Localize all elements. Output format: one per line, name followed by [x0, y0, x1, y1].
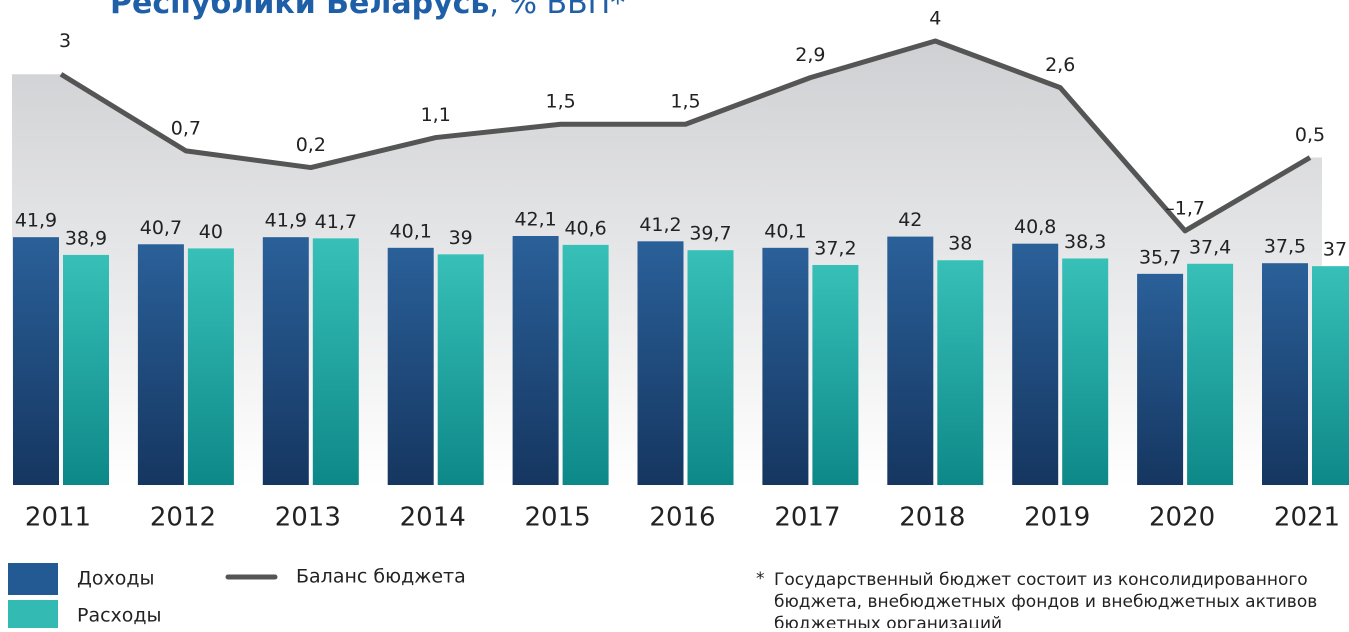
bar-value-label: 39 [449, 227, 473, 249]
x-tick-label: 2021 [1274, 503, 1340, 533]
bar [437, 254, 484, 485]
bar [1137, 273, 1184, 485]
line-value-label: 1,5 [670, 91, 700, 113]
bar-value-label: 40,1 [764, 220, 806, 242]
bar [262, 237, 309, 485]
line-value-label: –1,7 [1165, 197, 1205, 219]
bar [512, 235, 559, 485]
line-value-label: 1,1 [421, 104, 451, 126]
legend-label: Доходы [77, 568, 154, 590]
bar-value-label: 40,7 [140, 217, 182, 239]
bar [63, 254, 109, 485]
bar-value-label: 37,5 [1264, 236, 1306, 258]
bar [937, 260, 984, 485]
line-value-label: 1,5 [545, 91, 575, 113]
bar [187, 248, 234, 485]
bar-value-label: 37,4 [1189, 236, 1231, 258]
bar-value-label: 41,7 [315, 211, 357, 233]
x-tick-label: 2014 [400, 503, 466, 533]
bar-value-label: 40,8 [1014, 216, 1056, 238]
bar [762, 247, 809, 485]
bar-value-label: 37,2 [814, 237, 856, 259]
line-value-label: 2,9 [795, 44, 825, 66]
legend-label: Расходы [77, 605, 162, 627]
bar [1312, 266, 1349, 485]
x-tick-label: 2017 [774, 503, 840, 533]
bar [562, 244, 609, 485]
bar-value-label: 41,2 [639, 214, 681, 236]
bar [13, 237, 59, 485]
bar-value-label: 42,1 [514, 208, 556, 230]
bar-value-label: 38,3 [1064, 231, 1106, 253]
bar-value-label: 40,1 [390, 220, 432, 242]
title-suffix: , % ВВП* [489, 0, 625, 21]
x-tick-label: 2015 [525, 503, 591, 533]
x-tick-label: 2012 [150, 503, 216, 533]
bar [137, 244, 184, 485]
x-tick-label: 2018 [899, 503, 965, 533]
x-tick-label: 2016 [649, 503, 715, 533]
bar-value-label: 41,9 [15, 210, 57, 232]
x-tick-label: 2013 [275, 503, 341, 533]
bar [887, 236, 934, 485]
bar [1012, 243, 1059, 485]
bar [637, 241, 684, 485]
x-tick-label: 2020 [1149, 503, 1215, 533]
x-tick-label: 2011 [25, 503, 91, 533]
chart-title: Республики Беларусь, % ВВП* [110, 0, 625, 21]
bar-value-label: 40 [199, 221, 223, 243]
bar [387, 247, 434, 485]
footnote: Государственный бюджет состоит из консол… [774, 570, 1308, 590]
footnote: бюджета, внебюджетных фондов и внебюджет… [774, 592, 1317, 612]
line-value-label: 2,6 [1045, 54, 1075, 76]
bar-value-label: 35,7 [1139, 246, 1181, 268]
bar [1187, 263, 1234, 485]
footnote-marker: * [756, 569, 765, 589]
bar [687, 250, 734, 485]
bar-value-label: 42 [898, 209, 922, 231]
legend-swatch [8, 563, 58, 595]
line-value-label: 4 [929, 7, 941, 29]
line-value-label: 0,7 [171, 117, 201, 139]
title-main: Республики Беларусь [110, 0, 489, 21]
line-value-label: 3 [59, 30, 71, 52]
legend-swatch [8, 600, 58, 632]
bar-value-label: 40,6 [564, 217, 606, 239]
line-value-label: 0,5 [1295, 124, 1325, 146]
bar-value-label: 39,7 [689, 223, 731, 245]
bar-value-label: 38 [948, 233, 972, 255]
bar-value-label: 38,9 [65, 227, 107, 249]
bar [1062, 258, 1109, 485]
bar [812, 264, 859, 485]
bar-value-label: 41,9 [265, 210, 307, 232]
bar [312, 238, 359, 485]
footnote: бюджетных организаций [774, 614, 1002, 628]
balance-line [59, 38, 1312, 234]
x-tick-label: 2019 [1024, 503, 1090, 533]
bar [1262, 263, 1308, 485]
legend-label: Баланс бюджета [296, 566, 466, 588]
line-value-label: 0,2 [296, 134, 326, 156]
bar-value-label: 37 [1323, 239, 1347, 261]
